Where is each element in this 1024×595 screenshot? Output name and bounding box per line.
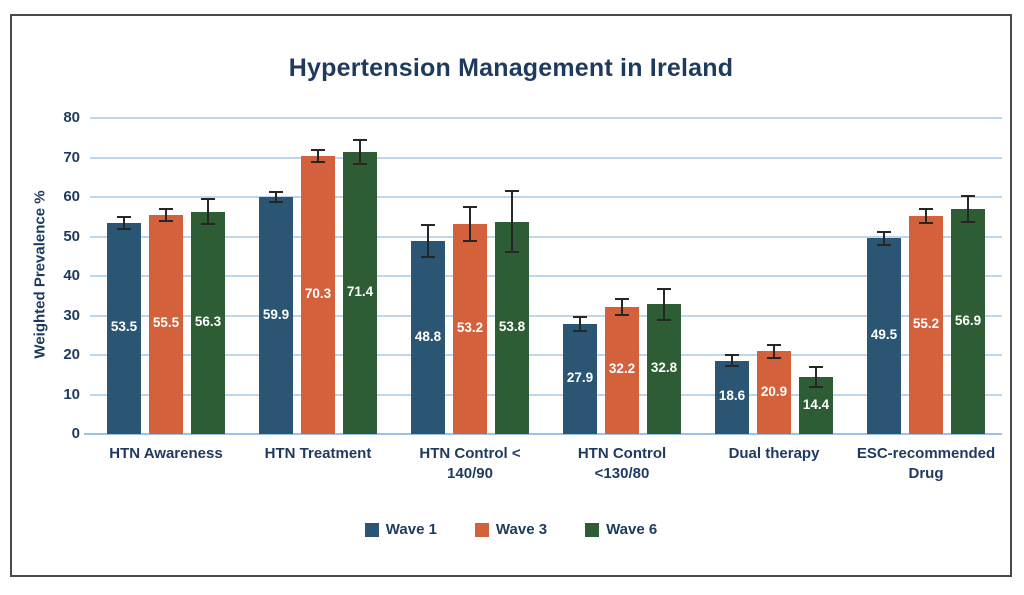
category-label: HTN Awareness (109, 445, 223, 462)
chart-title: Hypertension Management in Ireland (288, 54, 734, 82)
bar-value-label: 27.9 (566, 369, 594, 385)
gridline (90, 235, 1002, 238)
error-bar (353, 139, 367, 165)
error-bar (573, 315, 587, 332)
error-bar (463, 206, 477, 242)
error-bar (505, 189, 519, 254)
gridline (90, 156, 1002, 159)
error-bar (961, 195, 975, 224)
error-bar (919, 208, 933, 224)
bar-value-label: 53.2 (456, 319, 484, 335)
error-bar (269, 191, 283, 204)
x-axis-labels: HTN Awareness HTN Treatment HTN Control < … (90, 444, 1002, 496)
legend-swatch (585, 522, 600, 537)
legend-label: Wave 3 (495, 521, 548, 538)
bar-value-label: 59.9 (262, 306, 290, 322)
bar-value-label: 49.5 (870, 327, 898, 343)
gridline (90, 354, 1002, 356)
bar-wave-6 (495, 221, 529, 434)
y-tick-label: 40 (63, 267, 80, 284)
legend-swatch (474, 522, 489, 537)
bar-value-label: 32.8 (650, 360, 678, 376)
bar-wave-6 (191, 211, 225, 434)
y-tick-label: 80 (63, 109, 80, 126)
bar-wave-3 (909, 215, 943, 434)
bar-wave-6 (647, 304, 681, 434)
bar-wave-1 (411, 241, 445, 434)
error-bar (421, 224, 435, 259)
error-bar (615, 297, 629, 317)
bar-value-label: 53.5 (110, 319, 138, 335)
y-tick-label: 60 (63, 188, 80, 205)
legend-item-wave-6: Wave 6 (585, 521, 657, 538)
bar-wave-3 (149, 214, 183, 434)
plot-area: 0 10 20 30 40 50 60 70 80 53.5 55.5 56.3 59.9 70.3 71.… (63, 109, 1002, 442)
bar-wave-1 (563, 323, 597, 434)
bar-value-label: 14.4 (802, 396, 830, 412)
bar-value-label: 53.8 (498, 318, 526, 334)
legend-swatch (364, 522, 379, 537)
bar-wave-3 (757, 351, 791, 434)
gridline (90, 275, 1002, 277)
gridline (90, 393, 1002, 396)
bar-wave-6 (343, 151, 377, 434)
y-tick-label: 0 (71, 425, 80, 442)
gridline (90, 117, 1002, 119)
y-tick-label: 20 (63, 346, 80, 363)
chart-panel: Hypertension Management in Ireland Weigh… (10, 14, 1012, 577)
error-bar (877, 230, 891, 247)
y-tick-label: 50 (63, 227, 80, 245)
bar-value-label: 70.3 (304, 286, 332, 302)
bar-value-label: 20.9 (760, 383, 788, 399)
gridline (90, 196, 1002, 198)
y-tick-label: 10 (63, 385, 80, 403)
y-tick-label: 30 (63, 306, 80, 324)
bar-wave-3 (605, 306, 639, 434)
bar-value-label: 71.4 (346, 283, 374, 299)
category-label: HTN Control <130/80 (577, 445, 667, 483)
gridline (90, 314, 1002, 317)
bar-value-label: 56.3 (194, 313, 222, 329)
bar-value-label: 18.6 (718, 388, 746, 404)
category-label: Dual therapy (728, 445, 820, 462)
bar-wave-1 (259, 197, 293, 434)
bar-wave-3 (301, 156, 335, 434)
bar-value-label: 48.8 (414, 328, 442, 344)
legend-item-wave-3: Wave 3 (474, 521, 548, 538)
bar-value-label: 56.9 (954, 312, 982, 328)
error-bar (725, 354, 739, 367)
category-label: HTN Treatment (264, 445, 372, 462)
bar-wave-1 (867, 238, 901, 434)
legend-item-wave-1: Wave 1 (364, 521, 437, 538)
bar-wave-1 (107, 222, 141, 434)
error-bar (657, 287, 671, 322)
error-bar (117, 215, 131, 231)
bar-value-label: 32.2 (608, 361, 636, 377)
bar-value-label: 55.5 (152, 315, 180, 331)
legend-label: Wave 6 (606, 521, 658, 538)
error-bar (311, 149, 325, 164)
legend-label: Wave 1 (385, 521, 437, 538)
category-label: ESC-recommended Drug (856, 445, 996, 483)
bar-wave-6 (951, 209, 985, 434)
error-bar (809, 366, 823, 389)
error-bar (159, 207, 173, 223)
bar-wave-1 (715, 360, 749, 434)
error-bar (767, 344, 781, 359)
y-tick-label: 70 (63, 148, 80, 166)
bar-wave-3 (453, 223, 487, 434)
x-axis-line (84, 433, 1002, 435)
error-bar (201, 197, 215, 226)
category-label: HTN Control < 140/90 (419, 445, 521, 483)
legend: Wave 1 Wave 3 Wave 6 (12, 521, 1010, 538)
bar-value-label: 55.2 (912, 315, 940, 331)
